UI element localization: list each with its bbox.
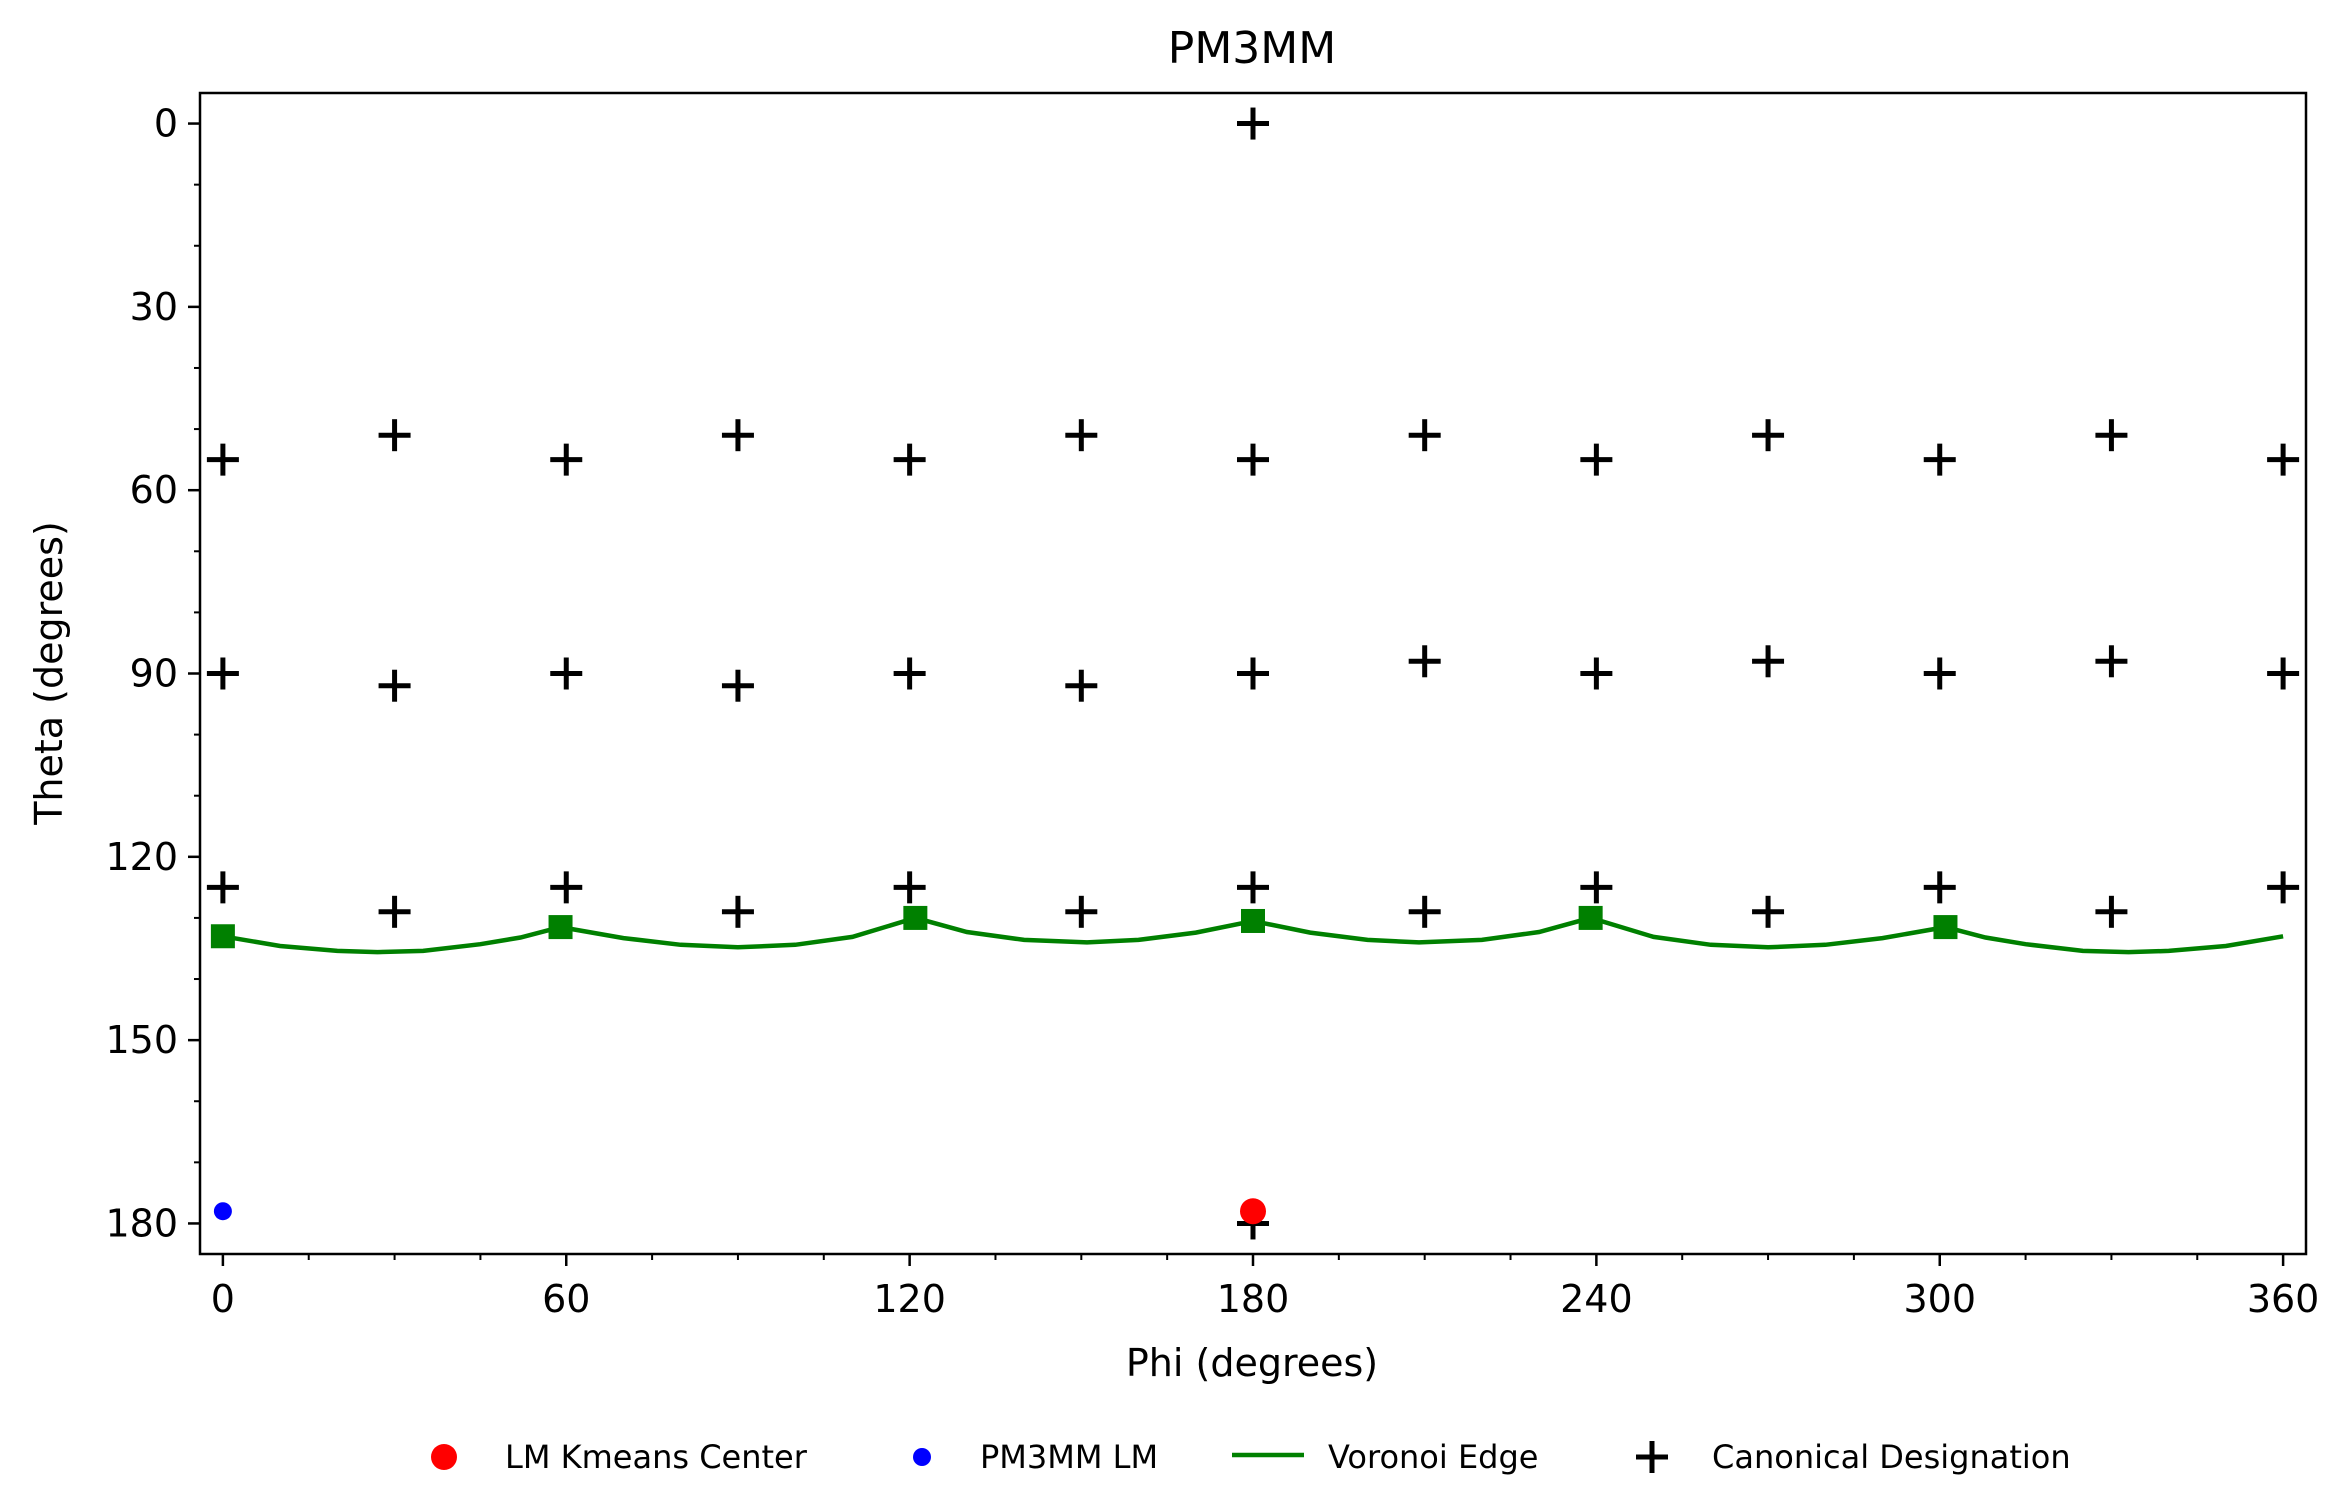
voronoi-vertex-marker [1241, 908, 1265, 933]
canonical-designation-marker [1237, 657, 1269, 690]
legend-item-canonical: Canonical Designation [1636, 1438, 2071, 1476]
canonical-designation-marker [1923, 657, 1956, 690]
x-axis-label: Phi (degrees) [1126, 1341, 1378, 1385]
x-tick-label: 180 [1217, 1277, 1290, 1321]
legend-item-lm: PM3MM LM [913, 1438, 1158, 1476]
pm3mm-lm-point [213, 1202, 232, 1221]
x-tick-label: 120 [873, 1277, 946, 1321]
y-tick-label: 150 [105, 1018, 178, 1062]
y-tick-label: 120 [105, 835, 178, 879]
y-axis-label: Theta (degrees) [27, 521, 71, 826]
voronoi-vertex-marker [548, 915, 573, 940]
canonical-designation-marker [1237, 443, 1269, 476]
legend-label: Canonical Designation [1712, 1438, 2071, 1476]
canonical-designation-marker [378, 669, 411, 702]
voronoi-vertex-marker [903, 905, 928, 930]
voronoi-vertex-marker [1578, 905, 1603, 930]
canonical-designation-marker [2267, 443, 2300, 476]
canonical-designation-marker [1580, 657, 1613, 690]
canonical-designation-marker [893, 657, 926, 690]
canonical-designation-marker [1408, 419, 1441, 452]
canonical-designation-marker [206, 657, 239, 690]
legend-canonical-marker [1636, 1441, 1668, 1473]
canonical-designation-marker [2095, 645, 2128, 678]
canonical-designation-marker [893, 443, 926, 476]
canonical-designation-marker [1752, 895, 1785, 928]
y-tick-label: 30 [130, 285, 178, 329]
canonical-designation-marker [893, 871, 926, 904]
y-tick-label: 180 [105, 1201, 178, 1245]
canonical-designation-marker [1408, 645, 1441, 678]
canonical-designation-marker [721, 419, 754, 452]
canonical-designation-marker [1237, 107, 1269, 140]
legend-item-kmeans: LM Kmeans Center [431, 1438, 808, 1476]
canonical-designation-marker [1752, 419, 1785, 452]
canonical-designation-marker [206, 871, 239, 904]
x-tick-label: 240 [1560, 1277, 1633, 1321]
canonical-designation-marker [1752, 645, 1785, 678]
legend-item-voronoi: Voronoi Edge [1232, 1438, 1538, 1476]
canonical-designation-marker [1065, 895, 1098, 928]
canonical-designation-marker [2095, 895, 2128, 928]
canonical-designation-marker [1580, 871, 1613, 904]
x-tick-label: 300 [1903, 1277, 1976, 1321]
y-tick-label: 90 [130, 652, 178, 696]
x-tick-label: 60 [542, 1277, 590, 1321]
legend-label: LM Kmeans Center [505, 1438, 808, 1476]
canonical-designation-marker [721, 895, 754, 928]
canonical-designation-marker [2095, 419, 2128, 452]
marker-layer [206, 107, 2300, 1240]
canonical-designation-marker [721, 669, 754, 702]
x-tick-label: 0 [211, 1277, 235, 1321]
canonical-designation-marker [1065, 669, 1098, 702]
legend-label: Voronoi Edge [1328, 1438, 1538, 1476]
voronoi-edge-series [210, 905, 2284, 955]
x-tick-label: 360 [2247, 1277, 2320, 1321]
x-axis: 0 60 120 180 240 300 360 [211, 1254, 2320, 1321]
canonical-designation-marker [206, 443, 239, 476]
lm-kmeans-center-point [1240, 1198, 1266, 1225]
voronoi-vertex-marker [1933, 915, 1958, 940]
y-tick-label: 60 [130, 468, 178, 512]
canonical-designation-marker [378, 419, 411, 452]
legend-kmeans-marker [431, 1444, 457, 1470]
canonical-designation-marker [1580, 443, 1613, 476]
chart-title: PM3MM [1168, 23, 1336, 74]
voronoi-vertex-marker [210, 924, 235, 949]
legend-lm-marker [913, 1448, 931, 1466]
canonical-designation-marker [2267, 871, 2300, 904]
canonical-designation-marker [1408, 895, 1441, 928]
canonical-designation-marker [1923, 443, 1956, 476]
canonical-designation-marker [1065, 419, 1098, 452]
canonical-designation-marker [1237, 871, 1269, 904]
legend-label: PM3MM LM [980, 1438, 1158, 1476]
canonical-designation-marker [550, 657, 583, 690]
y-axis: 0 30 60 90 120 150 180 [105, 102, 200, 1245]
canonical-designation-marker [1923, 871, 1956, 904]
canonical-designation-marker [550, 443, 583, 476]
legend: LM Kmeans Center PM3MM LM Voronoi Edge Cano… [431, 1438, 2071, 1476]
y-tick-label: 0 [154, 102, 178, 146]
canonical-designation-marker [2267, 657, 2300, 690]
canonical-designation-marker [378, 895, 411, 928]
canonical-designation-marker [550, 871, 583, 904]
